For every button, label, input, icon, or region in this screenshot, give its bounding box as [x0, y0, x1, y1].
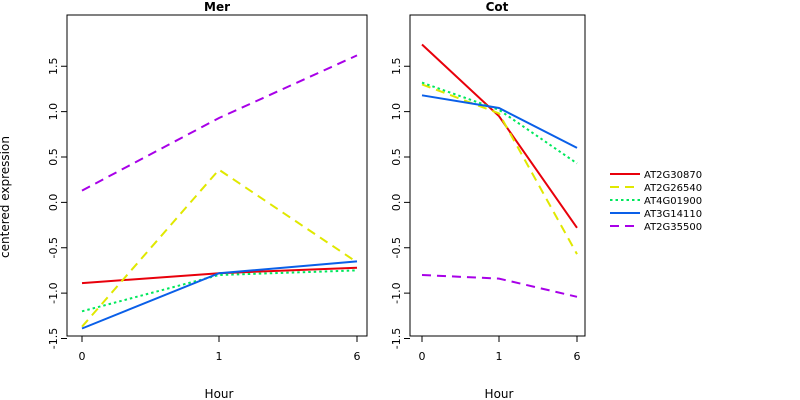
series-line-at3g14110: [81, 260, 358, 330]
series-line-at2g35500: [81, 54, 358, 192]
y-tick-label: 0.5: [390, 148, 403, 166]
series-lines-mer: [81, 54, 358, 330]
y-tick-label: 0.5: [47, 148, 60, 166]
panel-title-mer: Mer: [204, 0, 230, 14]
series-line-at2g35500: [421, 274, 578, 298]
legend-label: AT2G26540: [644, 183, 702, 194]
y-tick-label: -1.0: [47, 282, 60, 303]
y-tick-label: -1.5: [390, 328, 403, 349]
axes-cot: -1.5 -1.0 -0.5 0.0 0.5 1.0 1.5 0 1 6: [390, 58, 581, 364]
series-line-at4g01900: [421, 81, 578, 165]
series-lines-cot: [421, 43, 578, 298]
series-line-at2g26540: [81, 168, 358, 328]
x-tick-label: 1: [496, 350, 503, 363]
y-tick-label: 1.5: [390, 58, 403, 76]
y-tick-label: 1.0: [47, 103, 60, 121]
axes-mer: -1.5 -1.0 -0.5 0.0 0.5 1.0 1.5 0 1 6: [47, 58, 361, 364]
x-tick-label: 6: [574, 350, 581, 363]
legend-label: AT2G30870: [644, 170, 702, 181]
x-tick-label: 0: [79, 350, 86, 363]
y-tick-label: -1.0: [390, 282, 403, 303]
panel-cot: Cot Hour -1.5 -1.0 -0.5 0.0 0.5 1.0 1.5 0 1 6: [390, 0, 586, 400]
y-tick-label: -1.5: [47, 328, 60, 349]
y-tick-label: 1.5: [47, 58, 60, 76]
panel-mer: Mer Hour -1.5 -1.0 -0.5 0.0 0.5 1.0 1.5 0 1 6: [47, 0, 368, 400]
y-tick-label: -0.5: [390, 237, 403, 258]
series-line-at2g26540: [421, 83, 578, 255]
x-axis-title-mer: Hour: [205, 387, 234, 400]
plot-frame-mer: [66, 14, 368, 337]
y-tick-label: -0.5: [47, 237, 60, 258]
y-tick-label: 0.0: [390, 194, 403, 212]
y-tick-label: 0.0: [47, 194, 60, 212]
x-tick-label: 1: [216, 350, 223, 363]
legend: AT2G30870 AT2G26540 AT4G01900 AT3G14110 AT2G…: [610, 170, 702, 233]
legend-label: AT2G35500: [644, 222, 702, 233]
x-axis-title-cot: Hour: [485, 387, 514, 400]
legend-label: AT3G14110: [644, 209, 702, 220]
series-line-at4g01900: [81, 269, 358, 313]
y-axis-title: centered expression: [0, 136, 12, 258]
panel-title-cot: Cot: [486, 0, 509, 14]
x-tick-label: 6: [354, 350, 361, 363]
y-tick-label: 1.0: [390, 103, 403, 121]
legend-label: AT4G01900: [644, 196, 702, 207]
series-line-at3g14110: [421, 94, 578, 149]
plot-frame-cot: [409, 14, 586, 337]
x-tick-label: 0: [419, 350, 426, 363]
series-line-at2g30870: [421, 43, 578, 229]
